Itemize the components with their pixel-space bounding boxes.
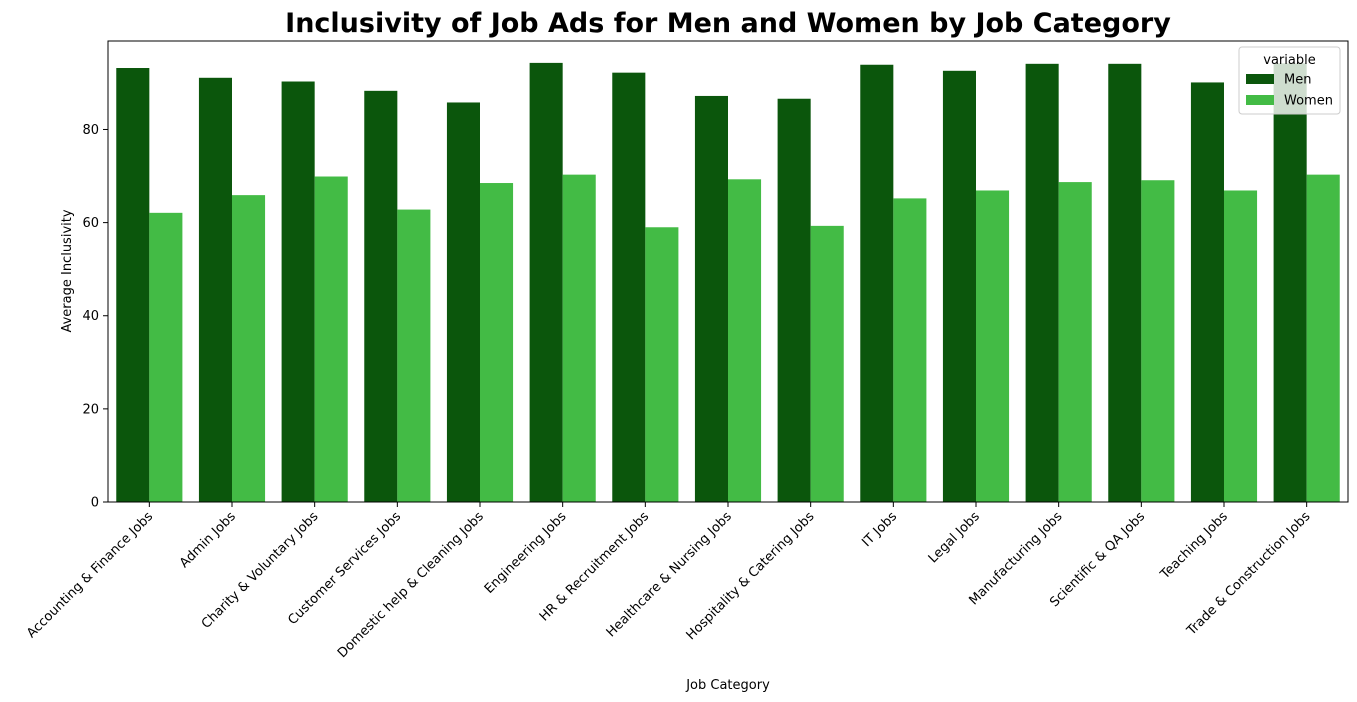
x-axis-label: Job Category	[685, 678, 770, 693]
bar-women	[562, 174, 596, 502]
bar-women	[893, 198, 927, 502]
bar-men	[1025, 63, 1059, 502]
bar-men	[364, 90, 398, 502]
x-tick-label: Manufacturing Jobs	[966, 509, 1065, 608]
bar-women	[1306, 174, 1340, 502]
bar-men	[777, 98, 811, 503]
legend-swatch-men	[1246, 74, 1274, 84]
plot-area: 0 20 40 60 80 Accounting & Finance Jobs Admin …	[24, 40, 1349, 661]
bar-women	[397, 209, 431, 502]
y-tick-label: 80	[82, 123, 99, 138]
chart-title: Inclusivity of Job Ads for Men and Women…	[285, 8, 1171, 39]
legend-label-women: Women	[1284, 94, 1333, 109]
bar-men	[1108, 63, 1142, 502]
bar-men	[1190, 82, 1224, 502]
x-tick-label: Accounting & Finance Jobs	[24, 509, 156, 641]
legend: variable Men Women	[1238, 46, 1341, 115]
bar-men	[529, 62, 563, 502]
bar-men	[198, 77, 232, 502]
bar-men	[694, 95, 728, 502]
bar-men	[860, 64, 894, 502]
bar-women	[149, 212, 183, 502]
y-axis-label: Average Inclusivity	[60, 209, 75, 332]
y-tick-label: 20	[82, 402, 99, 417]
legend-swatch-women	[1246, 95, 1274, 105]
x-tick-label: IT Jobs	[859, 509, 900, 550]
bar-men	[446, 102, 480, 502]
y-tick-label: 60	[82, 216, 99, 231]
bar-women	[810, 225, 844, 502]
x-tick-label: Teaching Jobs	[1157, 509, 1231, 583]
bar-women	[314, 176, 348, 502]
bar-men	[612, 72, 646, 502]
legend-title: variable	[1263, 53, 1315, 68]
x-tick-label: Legal Jobs	[926, 509, 983, 566]
bar-women	[1224, 190, 1258, 503]
x-tick-label: Scientific & QA Jobs	[1047, 509, 1148, 610]
x-tick-label: Domestic help & Cleaning Jobs	[335, 509, 487, 661]
bar-women	[976, 190, 1010, 503]
legend-label-men: Men	[1284, 73, 1311, 88]
y-tick-label: 40	[82, 309, 99, 324]
bar-women	[480, 183, 514, 502]
y-tick-label: 0	[91, 496, 99, 511]
bar-men	[281, 81, 315, 502]
bar-men	[116, 68, 150, 502]
x-tick-label: Engineering Jobs	[482, 509, 570, 597]
bar-women	[728, 179, 762, 503]
x-tick-label: Admin Jobs	[177, 509, 239, 571]
bar-men	[1273, 63, 1307, 502]
bar-women	[645, 227, 679, 502]
bar-women	[232, 195, 266, 502]
bar-women	[1141, 180, 1175, 503]
bar-women	[1058, 182, 1092, 502]
bar-men	[942, 70, 976, 503]
